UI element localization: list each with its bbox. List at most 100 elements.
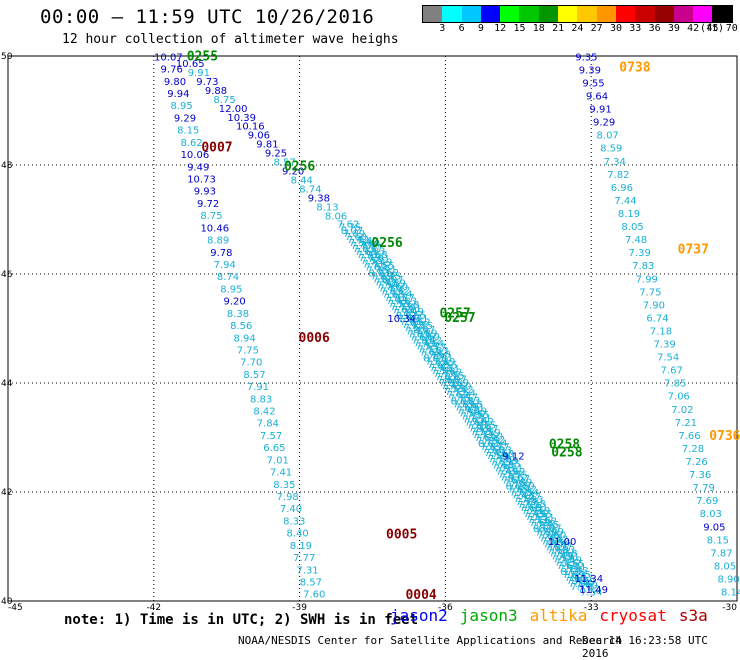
obs-value-track-b: 8.57 [273, 158, 295, 169]
obs-value-track-a: 8.19 [290, 541, 312, 552]
satellite-legend-item: cryosat [599, 606, 667, 625]
lat-tick-label: 46 [1, 270, 13, 280]
obs-value-track-b: 8.13 [316, 203, 338, 214]
obs-value-swath: 7.77 [519, 492, 541, 503]
obs-value-swath: 7.54 [485, 438, 507, 449]
obs-value-swath: 7.91 [526, 502, 548, 513]
obs-value-swath: 7.89 [447, 378, 469, 389]
obs-value-swath: 7.60 [510, 488, 532, 499]
generated-timestamp: Dec 14 16:23:58 UTC 2016 [582, 634, 708, 660]
obs-value-swath: 7.83 [427, 346, 449, 357]
obs-value-swath: 8.07 [451, 396, 473, 407]
obs-value-swath: 7.71 [527, 515, 549, 526]
lat-tick-label: 50 [1, 52, 13, 62]
obs-value-track-c: 8.07 [597, 131, 619, 142]
obs-value-swath: 7.91 [494, 453, 516, 464]
obs-value-swath: 7.91 [431, 353, 453, 364]
obs-value-swath: 7.60 [482, 445, 504, 456]
obs-value-track-b: 10.39 [227, 113, 256, 124]
pass-time-label: 0258 [551, 446, 582, 461]
obs-value-swath: 7.91 [412, 335, 434, 346]
obs-value-swath: 7.54 [459, 409, 481, 420]
obs-value-swath: 7.42 [357, 236, 379, 247]
obs-value-swath: 7.42 [388, 286, 410, 297]
obs-value-track-c: 9.05 [703, 522, 725, 533]
obs-value-swath: 8.07 [341, 226, 363, 237]
obs-value-track-a: 8.57 [243, 370, 265, 381]
obs-value-swath: 7.71 [501, 463, 523, 474]
obs-value-swath: 7.89 [478, 428, 500, 439]
obs-value-track-a: 8.38 [227, 309, 249, 320]
obs-value-swath: 7.54 [548, 538, 570, 549]
obs-value-swath: 7.60 [544, 531, 566, 542]
obs-value-swath: 7.89 [563, 570, 585, 581]
obs-value-swath: 7.42 [402, 320, 424, 331]
obs-value-swath: 7.55 [525, 512, 547, 523]
lon-tick-label: -36 [438, 603, 453, 613]
obs-value-swath: 7.49 [433, 357, 455, 368]
obs-value-swath: 7.83 [490, 446, 512, 457]
obs-value-highlight: 11.34 [574, 574, 603, 585]
obs-value-swath: 7.62 [557, 561, 579, 572]
obs-value-track-c: 8.14 [721, 588, 740, 599]
obs-value-swath: 7.49 [523, 509, 545, 520]
obs-value-swath: 7.68 [524, 499, 546, 510]
obs-value-track-b: 9.73 [196, 77, 218, 88]
obs-value-swath: 7.83 [353, 244, 375, 255]
obs-value-swath: 7.75 [559, 564, 581, 575]
legend-swatch [673, 6, 694, 22]
obs-value-track-a: 8.74 [217, 272, 239, 283]
obs-value-swath: 7.71 [555, 558, 577, 569]
obs-value-swath: 7.89 [510, 477, 532, 488]
obs-value-track-a: 7.57 [260, 431, 282, 442]
legend-swatch [538, 6, 559, 22]
obs-value-swath: 7.71 [438, 364, 460, 375]
legend-swatch [596, 6, 616, 22]
obs-value-swath: 7.89 [508, 485, 530, 496]
obs-value-track-c: 7.69 [696, 496, 718, 507]
obs-value-track-a: 8.56 [230, 321, 252, 332]
obs-value-swath: 7.49 [465, 406, 487, 417]
pass-time-label: 0257 [439, 307, 470, 322]
legend-swatch [635, 6, 655, 22]
map-canvas: -45 -42 -39 -36 -33 -3050484644424010.079.769… [1, 49, 740, 613]
legend-swatch [615, 6, 636, 22]
obs-value-swath: 7.62 [440, 367, 462, 378]
obs-value-swath: 8.07 [571, 573, 593, 584]
obs-value-swath: 7.54 [404, 323, 426, 334]
obs-value-swath: 8.07 [423, 354, 445, 365]
obs-value-swath: 7.54 [390, 289, 412, 300]
obs-value-track-c: 7.44 [614, 196, 636, 207]
obs-value-swath: 7.89 [384, 279, 406, 290]
obs-value-swath: 7.54 [517, 488, 539, 499]
obs-value-track-c: 7.82 [607, 170, 629, 181]
obs-value-swath: 7.68 [464, 418, 486, 429]
obs-value-swath: 7.83 [553, 545, 575, 556]
obs-value-swath: 7.77 [424, 343, 446, 354]
obs-value-swath: 7.54 [359, 240, 381, 251]
pass-time-label: 0004 [405, 588, 436, 603]
obs-value-swath: 7.91 [384, 293, 406, 304]
obs-value-swath: 7.89 [370, 271, 392, 282]
obs-value-track-a: 7.60 [303, 590, 325, 601]
color-scale-labels: 3 6 9 12 15 18 21 24 27 30 33 36 39 42 45 70 [422, 23, 738, 37]
obs-value-swath: 7.91 [463, 403, 485, 414]
obs-value-swath: 7.83 [380, 287, 402, 298]
obs-value-swath: 7.71 [445, 387, 467, 398]
obs-value-swath: 7.49 [414, 338, 436, 349]
obs-value-track-b: 12.00 [219, 104, 248, 115]
obs-value-swath: 7.68 [492, 449, 514, 460]
color-scale-unit: (ft) [700, 23, 725, 34]
obs-value-swath: 7.62 [408, 318, 430, 329]
obs-value-swath: 7.42 [374, 278, 396, 289]
obs-value-track-a: 8.42 [253, 407, 275, 418]
obs-value-swath: 8.07 [396, 311, 418, 322]
obs-value-swath: 7.60 [427, 360, 449, 371]
legend-swatch [558, 6, 578, 22]
legend-swatch [712, 6, 732, 22]
legend-label: 30 [609, 23, 623, 34]
obs-value-swath: 7.68 [397, 300, 419, 311]
obs-value-swath: 7.83 [517, 500, 539, 511]
obs-value-track-a: 7.70 [240, 358, 262, 369]
obs-value-track-c: 7.36 [689, 470, 711, 481]
